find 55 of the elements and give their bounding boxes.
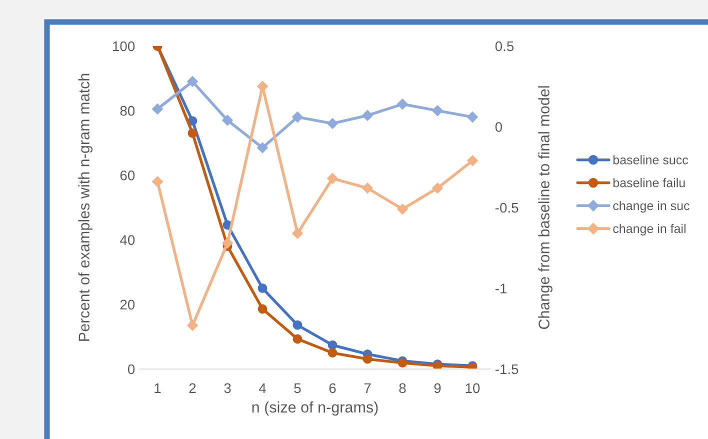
y-tick-label: 60 <box>120 170 135 180</box>
x-tick-label: 2 <box>189 383 196 393</box>
legend-label: baseline failu <box>613 178 685 188</box>
point <box>187 76 198 87</box>
y2-tick-label: 0.5 <box>495 41 514 52</box>
point <box>292 334 302 344</box>
y-tick-label: 20 <box>120 300 135 310</box>
x-tick-label: 3 <box>224 383 231 394</box>
point <box>467 155 478 166</box>
point <box>362 110 373 121</box>
y-tick-label: 100 <box>113 41 135 52</box>
point <box>292 112 303 122</box>
y2-axis-title: Change from baseline to final model <box>538 86 552 330</box>
point <box>327 118 338 129</box>
y-tick-label: 40 <box>120 235 135 245</box>
point <box>362 354 372 364</box>
point <box>257 142 268 154</box>
point <box>397 98 408 110</box>
point <box>327 173 338 184</box>
y-tick-label: 0 <box>128 364 135 374</box>
legend-label: baseline succ <box>613 155 688 164</box>
point <box>152 104 163 114</box>
x-tick-label: 10 <box>466 383 480 394</box>
point <box>467 112 478 122</box>
x-tick-label: 5 <box>294 383 301 394</box>
point <box>188 128 198 138</box>
point <box>328 340 338 350</box>
point <box>292 320 302 330</box>
point <box>362 182 373 194</box>
x-tick-label: 9 <box>434 383 441 394</box>
x-tick-label: 6 <box>329 383 336 394</box>
y-axis-title: Percent of examples with n-gram match <box>78 74 93 341</box>
y2-tick-label: -1 <box>495 284 507 294</box>
point <box>328 348 338 358</box>
y-tick-label: 80 <box>120 106 135 116</box>
point <box>222 238 233 248</box>
point <box>258 304 268 314</box>
point <box>432 182 443 194</box>
point <box>292 228 303 239</box>
y2-tick-label: -1.5 <box>495 364 518 374</box>
x-tick-label: 8 <box>399 383 406 394</box>
point <box>187 320 198 331</box>
legend-label: change in fail <box>613 224 686 236</box>
x-tick-label: 1 <box>154 383 161 393</box>
x-tick-label: 7 <box>364 383 371 393</box>
point <box>397 204 408 215</box>
x-tick-label: 4 <box>258 383 266 393</box>
y2-tick-label: 0 <box>495 122 502 132</box>
x-axis-title: n (size of n-grams) <box>252 401 378 416</box>
y2-tick-label: -0.5 <box>495 202 518 213</box>
legend-label: change in suc <box>613 200 690 213</box>
point <box>258 284 268 293</box>
point <box>432 105 443 116</box>
point <box>222 114 233 126</box>
point <box>152 176 163 188</box>
